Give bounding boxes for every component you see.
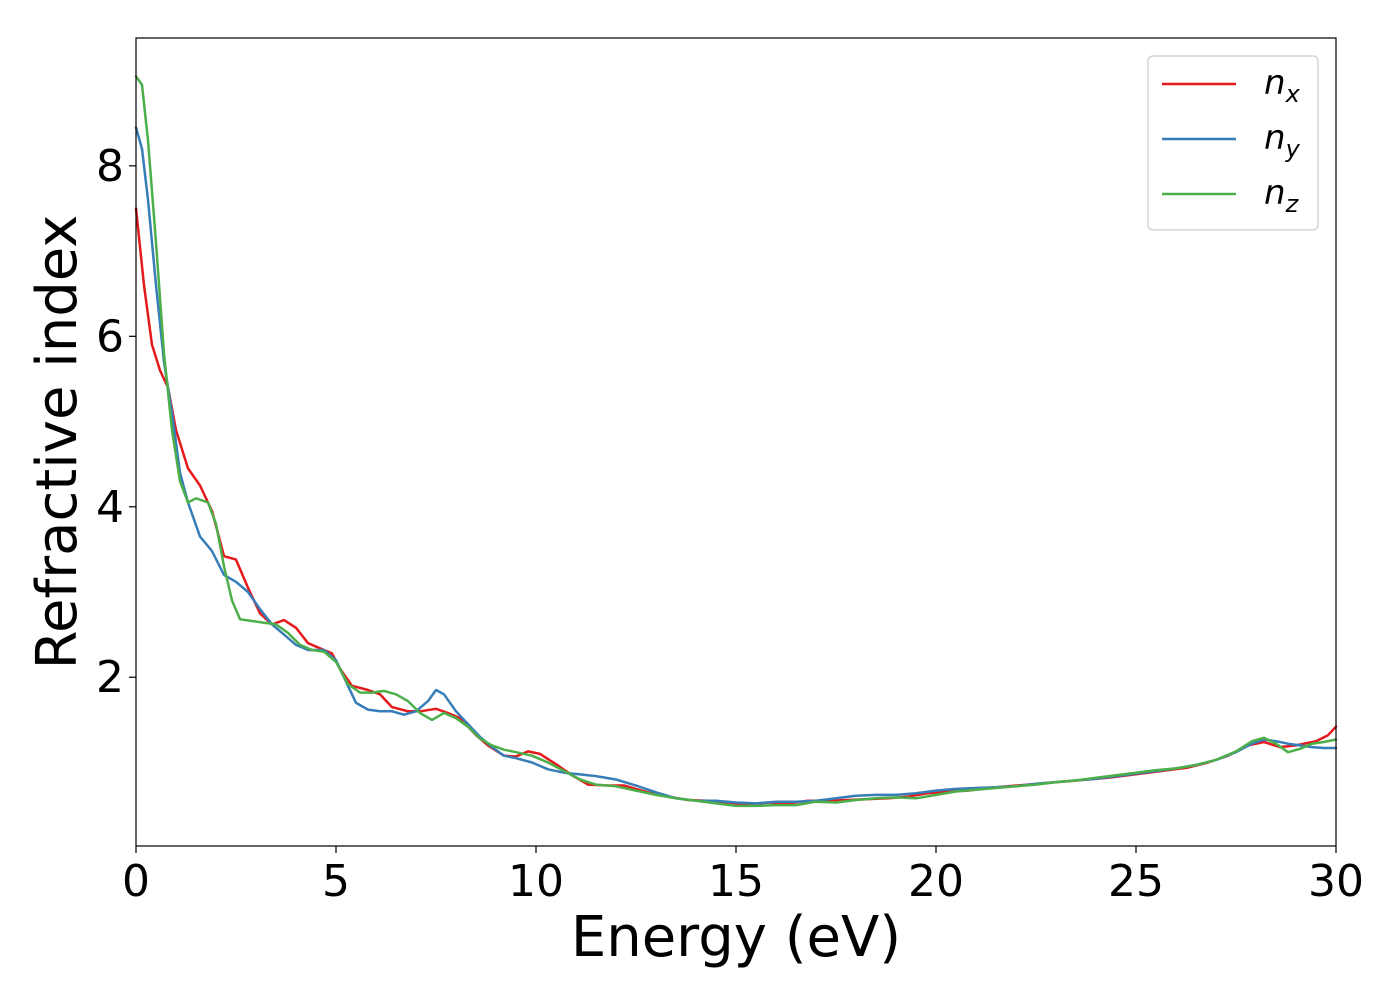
legend-label-nx: nx <box>1264 63 1301 108</box>
legend: nx ny nz <box>1147 55 1319 231</box>
legend-frame <box>1147 55 1319 231</box>
series-layer <box>134 75 1338 808</box>
y-tick-label: 4 <box>96 482 124 533</box>
y-tick-label: 8 <box>96 141 124 192</box>
y-axis-ticks: 2 4 6 8 <box>96 141 136 703</box>
x-tick-label: 30 <box>1308 856 1364 907</box>
y-axis-title: Refractive index <box>25 215 90 670</box>
series-line-nz <box>134 75 1338 808</box>
legend-label-nz: nz <box>1264 173 1300 218</box>
x-tick-label: 15 <box>708 856 764 907</box>
x-axis-ticks: 0 5 10 15 20 25 30 <box>122 846 1364 907</box>
y-tick-label: 6 <box>96 311 124 362</box>
x-tick-label: 25 <box>1108 856 1164 907</box>
x-tick-label: 10 <box>508 856 564 907</box>
x-tick-label: 5 <box>322 856 350 907</box>
x-tick-label: 0 <box>122 856 150 907</box>
x-tick-label: 20 <box>908 856 964 907</box>
legend-label-ny: ny <box>1264 118 1301 163</box>
x-axis-title: Energy (eV) <box>571 905 901 970</box>
y-tick-label: 2 <box>96 652 124 703</box>
